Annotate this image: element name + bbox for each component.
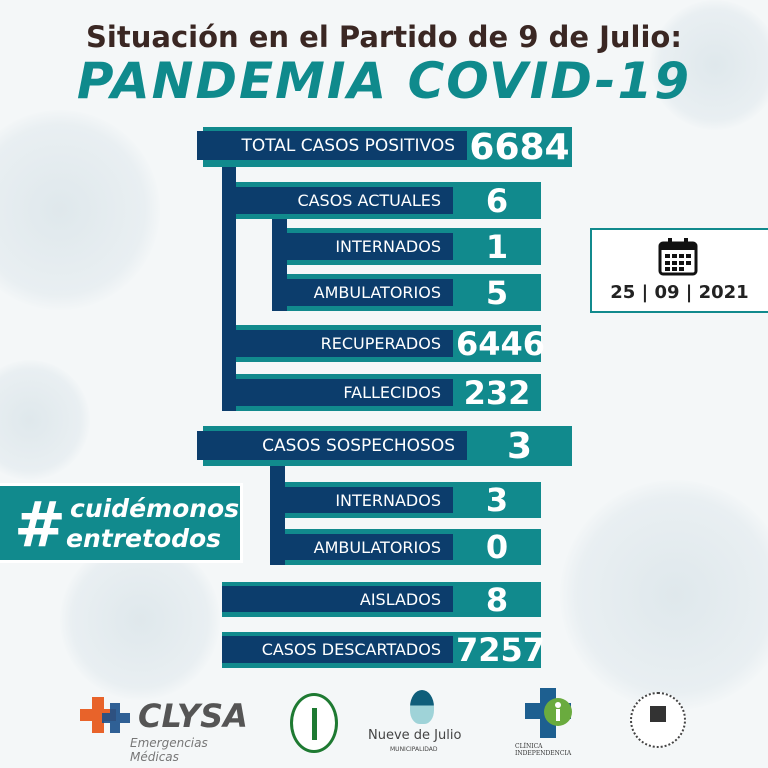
- label: INTERNADOS: [287, 233, 453, 260]
- hash-symbol: #: [14, 488, 66, 561]
- value: 3: [506, 425, 533, 467]
- label: AISLADOS: [222, 586, 453, 612]
- page-title: PANDEMIA COVID-19: [76, 52, 692, 110]
- date-text: 25 | 09 | 2021: [610, 282, 749, 303]
- hashtag-banner: # cuidémonos entretodos: [0, 483, 243, 563]
- clysa-tagline: Emergencias Médicas: [130, 736, 208, 764]
- label: TOTAL CASOS POSITIVOS: [197, 131, 467, 160]
- nueve-de-julio-tagline: MUNICIPALIDAD: [390, 746, 438, 753]
- virus-bg: [650, 0, 768, 130]
- month: 09: [654, 282, 680, 303]
- caduceus-icon: [312, 708, 317, 740]
- nueve-de-julio-name: Nueve de Julio: [368, 728, 462, 743]
- connector: [270, 466, 285, 565]
- value: 3: [485, 481, 509, 519]
- value: 0: [485, 528, 509, 566]
- virus-bg: [0, 360, 90, 480]
- calendar-icon: [658, 238, 698, 276]
- value: 7257: [455, 631, 546, 669]
- value: 1: [485, 227, 509, 266]
- clysa-name: CLYSA: [138, 697, 248, 735]
- hashtag-line1: cuidémonos: [70, 494, 240, 523]
- medical-cross-icon: [525, 688, 572, 738]
- value: 232: [463, 373, 531, 412]
- virus-bg: [0, 110, 160, 310]
- label: CASOS ACTUALES: [236, 187, 453, 214]
- logo-nueve-de-julio: Nueve de Julio MUNICIPALIDAD: [365, 685, 475, 765]
- label: CASOS DESCARTADOS: [222, 636, 453, 663]
- clysa-cross-icon: [80, 697, 130, 733]
- logo-clinica-independencia: CLÍNICA INDEPENDENCIA: [515, 685, 595, 765]
- cross-icon: [650, 706, 666, 722]
- hashtag-line2: entretodos: [66, 524, 222, 553]
- connector: [272, 214, 287, 311]
- value: 6: [485, 181, 509, 220]
- label: AMBULATORIOS: [287, 279, 453, 306]
- value: 6684: [469, 126, 570, 168]
- virus-bg: [560, 480, 768, 710]
- label: FALLECIDOS: [236, 379, 453, 406]
- date-box: 25 | 09 | 2021: [590, 228, 768, 313]
- label: CASOS SOSPECHOSOS: [197, 431, 467, 460]
- nueve-de-julio-emblem-icon: [410, 690, 434, 724]
- label: RECUPERADOS: [236, 330, 453, 357]
- virus-bg: [60, 540, 220, 700]
- logo-circular-seal: [630, 692, 686, 748]
- day: 25: [610, 282, 636, 303]
- subtitle: Situación en el Partido de 9 de Julio:: [86, 20, 682, 54]
- connector: [222, 160, 236, 411]
- value: 8: [485, 580, 509, 619]
- logo-circulo-medico: [290, 693, 338, 753]
- label: INTERNADOS: [285, 487, 453, 513]
- label: AMBULATORIOS: [285, 534, 453, 560]
- value: 5: [485, 273, 509, 312]
- clinica-name: CLÍNICA INDEPENDENCIA: [515, 743, 572, 757]
- logo-clysa: CLYSA Emergencias Médicas: [80, 685, 255, 765]
- value: 6446: [455, 324, 546, 363]
- year: 2021: [698, 282, 749, 303]
